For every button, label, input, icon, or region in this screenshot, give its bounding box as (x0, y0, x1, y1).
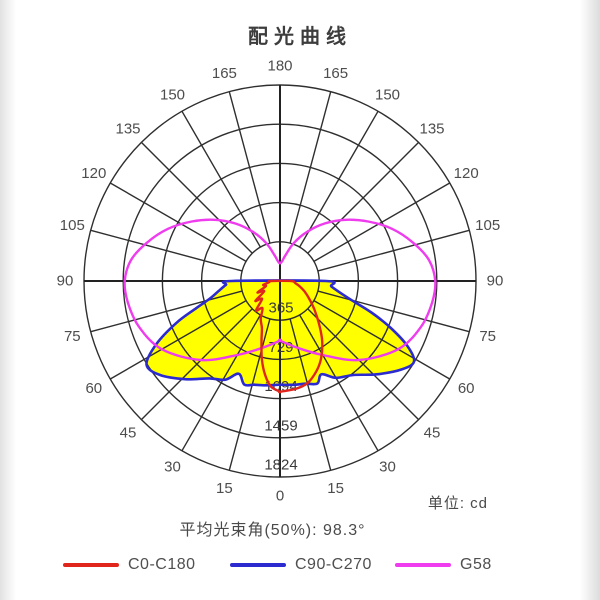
grid-spoke (313, 299, 451, 380)
grid-spoke (181, 110, 262, 248)
angle-label: 135 (115, 121, 140, 138)
angle-label: 150 (375, 86, 400, 103)
angle-label: 90 (57, 273, 74, 290)
angle-label: 75 (479, 328, 496, 345)
g58-line-swatch (395, 563, 451, 567)
angle-label: 45 (120, 425, 137, 442)
angle-label: 120 (454, 165, 479, 182)
ring-value-label: 1459 (264, 417, 297, 434)
angle-label: 90 (487, 273, 504, 290)
grid-spoke (289, 91, 332, 244)
grid-spoke (317, 290, 470, 333)
chart-title: 配光曲线 (248, 26, 352, 48)
grid-spoke (109, 299, 247, 380)
angle-label: 165 (323, 65, 348, 82)
grid-spoke (181, 314, 262, 452)
legend-label: G58 (460, 556, 492, 573)
g58-curve (123, 218, 437, 362)
angle-label: 0 (276, 488, 284, 505)
legend-item-c90-c270: C90-C270 (230, 554, 372, 576)
angle-label: 150 (160, 86, 185, 103)
grid-spoke (90, 290, 243, 333)
angle-label: 60 (85, 380, 102, 397)
c90-c270-line-swatch (230, 563, 286, 567)
grid-spoke (90, 229, 243, 272)
grid-spoke (289, 318, 332, 471)
grid-spoke (298, 314, 379, 452)
grid-spoke (228, 91, 271, 244)
grid-spoke (307, 141, 420, 254)
legend: C0-C180 C90-C270 G58 (0, 554, 600, 580)
angle-label: 75 (64, 328, 81, 345)
angle-label: 120 (81, 165, 106, 182)
unit-label: 单位: cd (427, 495, 488, 512)
legend-label: C0-C180 (128, 556, 196, 573)
legend-item-g58: G58 (395, 554, 492, 576)
c0-c180-line-swatch (63, 563, 119, 567)
angle-label: 15 (327, 480, 344, 497)
angle-label: 165 (212, 65, 237, 82)
legend-item-c0-c180: C0-C180 (63, 554, 196, 576)
angle-label: 60 (458, 380, 475, 397)
legend-label: C90-C270 (295, 556, 372, 573)
angle-label: 30 (164, 459, 181, 476)
angle-label: 135 (419, 121, 444, 138)
grid-spoke (307, 308, 420, 421)
angle-label: 15 (216, 480, 233, 497)
angle-label: 45 (424, 425, 441, 442)
grid-spoke (228, 318, 271, 471)
grid-spoke (298, 110, 379, 248)
angle-label: 105 (60, 217, 85, 234)
grid-spoke (109, 182, 247, 263)
polar-light-distribution-chart: 0 15 15 30 30 45 45 60 60 75 75 90 90 105 105 120 120 135… (57, 58, 504, 505)
grid-spoke (140, 308, 253, 421)
angle-label: 105 (475, 217, 500, 234)
c0-c180-curve (254, 279, 324, 394)
beam-angle-label: 平均光束角(50%): 98.3° (179, 522, 366, 539)
angle-label: 30 (379, 459, 396, 476)
c90-c270-curve (145, 279, 416, 387)
ring-value-label: 365 (268, 300, 293, 317)
ring-value-label: 1824 (264, 457, 297, 474)
grid-spoke (317, 229, 470, 272)
grid-spoke (313, 182, 451, 263)
grid-spoke (140, 141, 253, 254)
angle-label: 180 (267, 58, 292, 75)
